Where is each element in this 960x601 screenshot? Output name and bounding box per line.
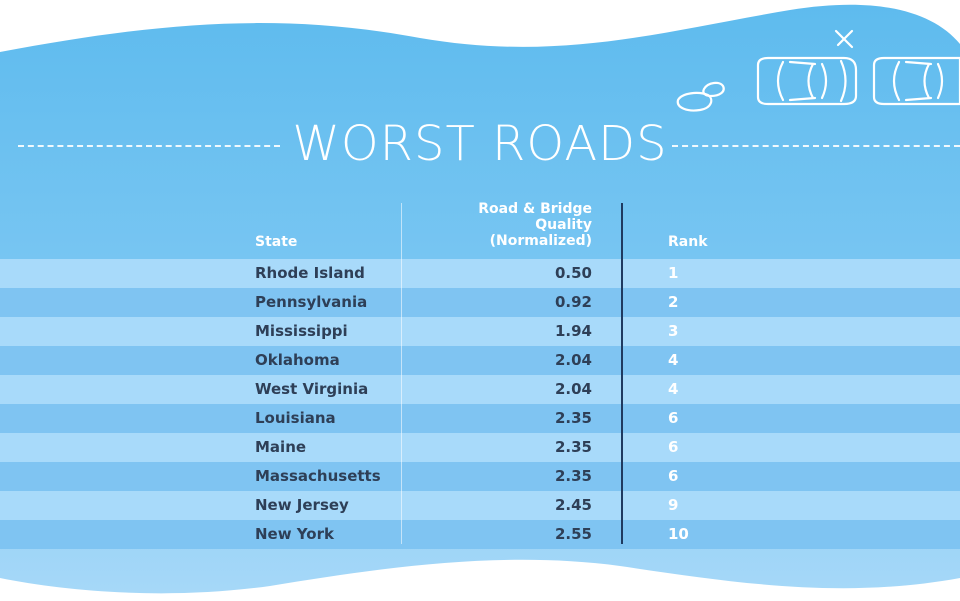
row-stripe <box>0 375 960 404</box>
row-state-cell: Mississippi <box>255 322 348 340</box>
title-row: WORST ROADS <box>0 112 960 178</box>
row-stripe <box>0 433 960 462</box>
row-rank-cell: 6 <box>668 438 679 456</box>
row-rank-cell: 2 <box>668 293 679 311</box>
row-state-cell: Maine <box>255 438 307 456</box>
row-state-cell: West Virginia <box>255 380 369 398</box>
row-state-cell: Louisiana <box>255 409 336 427</box>
column-divider-dark <box>621 203 623 544</box>
column-header-rank: Rank <box>668 234 708 250</box>
row-state-cell: New Jersey <box>255 496 349 514</box>
row-rank-cell: 4 <box>668 351 679 369</box>
row-stripe <box>0 462 960 491</box>
row-rank-cell: 4 <box>668 380 679 398</box>
row-quality-cell: 2.04 <box>554 351 592 369</box>
row-stripe <box>0 317 960 346</box>
column-header-quality-line: Quality <box>535 217 592 233</box>
car-icon <box>872 56 960 106</box>
row-stripe <box>0 346 960 375</box>
row-quality-cell: 2.04 <box>554 380 592 398</box>
row-quality-cell: 2.35 <box>554 409 592 427</box>
puddle-icon <box>676 81 725 112</box>
row-rank-cell: 1 <box>668 264 679 282</box>
column-divider-light <box>401 203 402 544</box>
column-header-quality-line: (Normalized) <box>489 233 592 249</box>
row-quality-cell: 1.94 <box>554 322 592 340</box>
row-quality-cell: 2.45 <box>554 496 592 514</box>
row-rank-cell: 6 <box>668 409 679 427</box>
row-rank-cell: 6 <box>668 467 679 485</box>
column-header-quality: Road & Bridge Quality (Normalized) <box>440 201 592 249</box>
row-state-cell: Oklahoma <box>255 351 340 369</box>
sparkle-icon <box>834 29 854 49</box>
row-stripe <box>0 491 960 520</box>
row-state-cell: Pennsylvania <box>255 293 368 311</box>
row-quality-cell: 2.35 <box>554 438 592 456</box>
row-stripe <box>0 259 960 288</box>
row-rank-cell: 9 <box>668 496 679 514</box>
row-rank-cell: 10 <box>668 525 689 543</box>
row-quality-cell: 0.50 <box>554 264 592 282</box>
title-dash-left <box>18 145 280 147</box>
row-stripe <box>0 520 960 549</box>
row-state-cell: Rhode Island <box>255 264 365 282</box>
row-state-cell: Massachusetts <box>255 467 381 485</box>
row-stripe <box>0 404 960 433</box>
title-dash-right <box>672 145 960 147</box>
row-rank-cell: 3 <box>668 322 679 340</box>
row-quality-cell: 2.55 <box>554 525 592 543</box>
column-header-state: State <box>255 234 298 250</box>
column-header-quality-line: Road & Bridge <box>478 201 592 217</box>
row-stripe <box>0 288 960 317</box>
row-state-cell: New York <box>255 525 334 543</box>
page-title: WORST ROADS <box>292 116 668 172</box>
row-quality-cell: 2.35 <box>554 467 592 485</box>
car-icon <box>756 56 858 106</box>
row-quality-cell: 0.92 <box>554 293 592 311</box>
